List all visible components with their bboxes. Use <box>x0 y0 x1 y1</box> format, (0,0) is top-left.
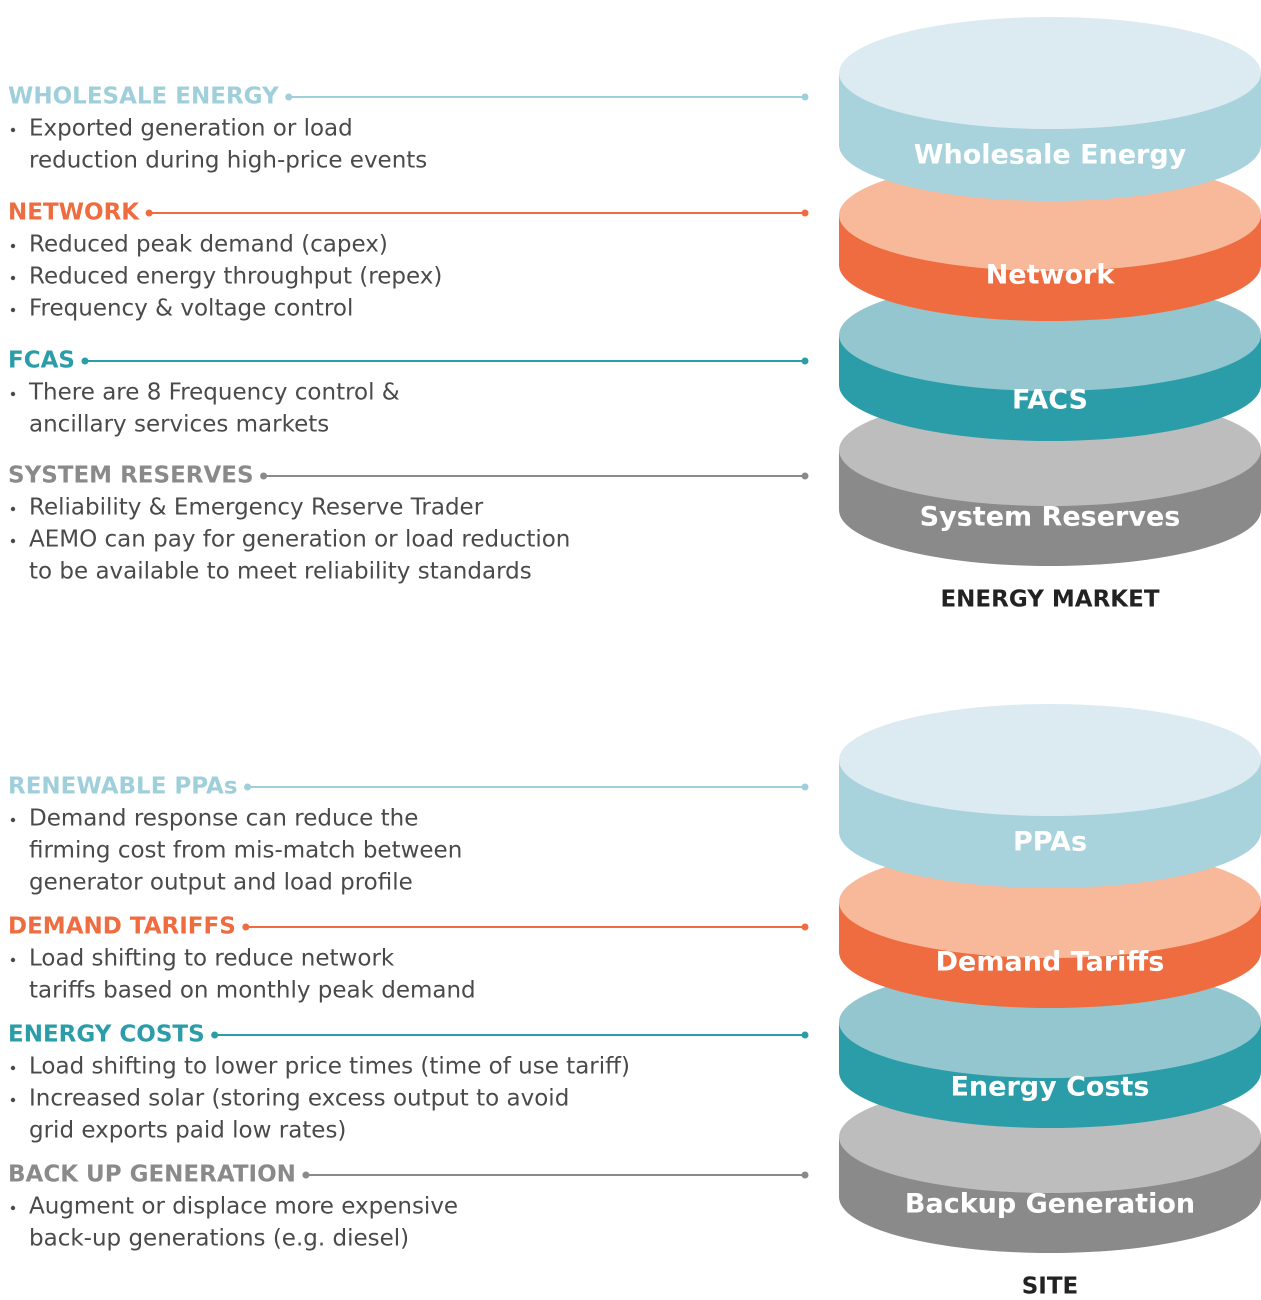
connector-dot <box>801 472 809 480</box>
item-heading: SYSTEM RESERVES <box>8 463 254 489</box>
layer-label: Backup Generation <box>905 1189 1195 1220</box>
item-heading: FCAS <box>8 348 75 374</box>
bullet-text: Load shifting to reduce network <box>29 946 395 972</box>
item-heading: NETWORK <box>8 200 140 226</box>
bullet-text: generator output and load profile <box>29 870 413 896</box>
item-heading: BACK UP GENERATION <box>8 1162 296 1188</box>
connector-dot <box>801 923 809 931</box>
bullet-text: Exported generation or load <box>29 116 353 142</box>
item-heading: DEMAND TARIFFS <box>8 914 236 940</box>
bullet-text: ancillary services markets <box>29 412 329 438</box>
bullet-text: firming cost from mis-match between <box>29 838 462 864</box>
bullet-dot <box>10 506 16 512</box>
bullet-text: AEMO can pay for generation or load redu… <box>29 527 570 553</box>
connector-dot <box>801 783 809 791</box>
item-heading: WHOLESALE ENERGY <box>8 84 279 110</box>
layer-top <box>839 17 1261 129</box>
bullet-dot <box>10 817 16 823</box>
bullet-text: Load shifting to lower price times (time… <box>29 1054 630 1080</box>
bullet-text: Demand response can reduce the <box>29 806 418 832</box>
bullet-dot <box>10 1065 16 1071</box>
stack-caption: SITE <box>1022 1274 1079 1300</box>
bullet-text: Augment or displace more expensive <box>29 1194 458 1220</box>
bullet-text: Frequency & voltage control <box>29 296 353 322</box>
bullet-dot <box>10 1097 16 1103</box>
bullet-dot <box>10 538 16 544</box>
layer-top <box>839 704 1261 816</box>
bullet-dot <box>10 127 16 133</box>
bullet-dot <box>10 1205 16 1211</box>
bullet-text: Increased solar (storing excess output t… <box>29 1086 569 1112</box>
layer-label: Energy Costs <box>950 1072 1149 1103</box>
connector-dot <box>801 93 809 101</box>
layer-label: Network <box>986 260 1116 291</box>
bullet-text: Reduced peak demand (capex) <box>29 232 388 258</box>
bullet-text: grid exports paid low rates) <box>29 1118 346 1144</box>
item-heading: ENERGY COSTS <box>8 1022 205 1048</box>
layer-label: PPAs <box>1013 827 1087 858</box>
item-heading: RENEWABLE PPAs <box>8 774 238 800</box>
bullet-text: to be available to meet reliability stan… <box>29 559 532 585</box>
layer-label: Wholesale Energy <box>914 140 1187 171</box>
stack-caption: ENERGY MARKET <box>940 587 1159 613</box>
bullet-text: Reliability & Emergency Reserve Trader <box>29 495 484 521</box>
bullet-dot <box>10 957 16 963</box>
connector-dot <box>801 209 809 217</box>
layer-label: FACS <box>1012 385 1088 416</box>
connector-dot <box>801 1171 809 1179</box>
bullet-dot <box>10 243 16 249</box>
connector-dot <box>801 357 809 365</box>
bullet-text: tariffs based on monthly peak demand <box>29 978 476 1004</box>
bullet-dot <box>10 391 16 397</box>
layer-label: System Reserves <box>920 502 1181 533</box>
layer-label: Demand Tariffs <box>936 947 1165 978</box>
bullet-text: reduction during high-price events <box>29 148 427 174</box>
connector-dot <box>801 1031 809 1039</box>
bullet-text: There are 8 Frequency control & <box>28 380 400 406</box>
bullet-dot <box>10 307 16 313</box>
bullet-text: back-up generations (e.g. diesel) <box>29 1226 409 1252</box>
bullet-dot <box>10 275 16 281</box>
bullet-text: Reduced energy throughput (repex) <box>29 264 442 290</box>
